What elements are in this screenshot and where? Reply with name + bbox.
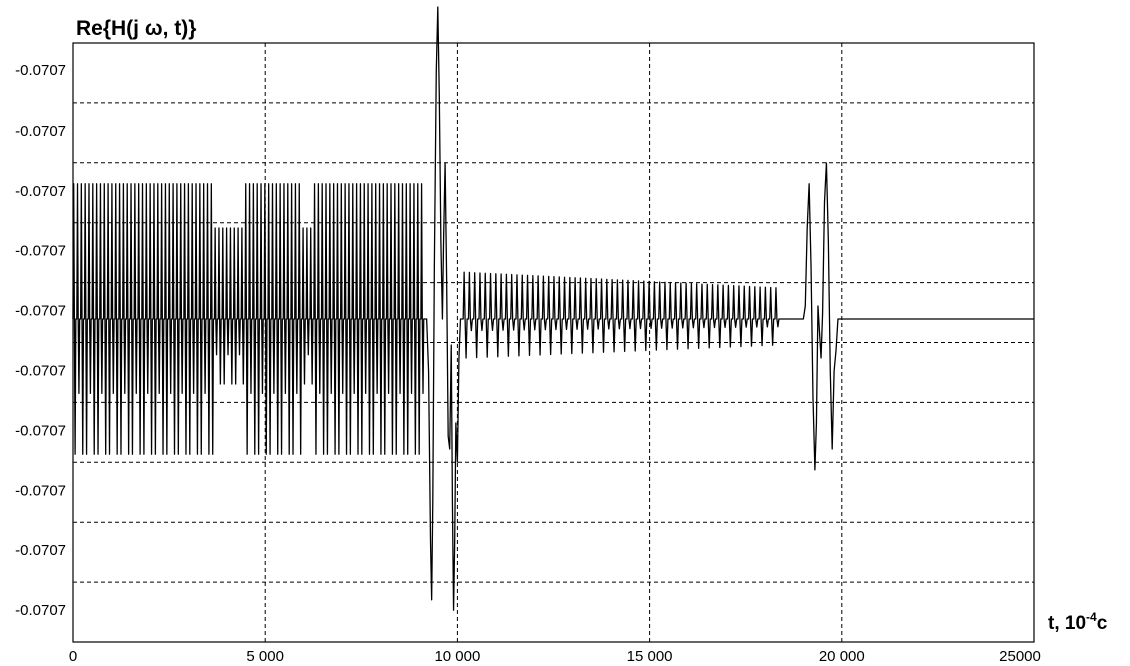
x-tick-label: 10 000 (434, 648, 480, 665)
y-tick-label: -0.0707 (15, 422, 66, 439)
y-tick-labels: -0.0707 -0.0707 -0.0707 -0.0707 -0.0707 -0.07… (15, 62, 66, 619)
x-tick-label: 20 000 (819, 648, 865, 665)
y-tick-label: -0.0707 (15, 62, 66, 79)
y-tick-label: -0.0707 (15, 602, 66, 619)
y-tick-label: -0.0707 (15, 542, 66, 559)
x-tick-label: 25000 (999, 648, 1041, 665)
x-tick-label: 15 000 (627, 648, 673, 665)
y-tick-label: -0.0707 (15, 303, 66, 320)
x-tick-labels: 0 5 000 10 000 15 000 20 000 25000 (69, 648, 1041, 665)
y-tick-label: -0.0707 (15, 482, 66, 499)
x-axis-label-main: t, 10 (1048, 613, 1086, 634)
x-tick-label: 5 000 (246, 648, 284, 665)
signal-line (72, 6, 1034, 611)
y-tick-label: -0.0707 (15, 243, 66, 260)
y-tick-label: -0.0707 (15, 363, 66, 380)
y-tick-label: -0.0707 (15, 123, 66, 140)
x-axis-label-exponent: -4 (1086, 610, 1097, 624)
grid (73, 43, 1034, 642)
x-axis-label-unit: c (1097, 613, 1108, 634)
y-tick-label: -0.0707 (15, 183, 66, 200)
plot-frame (72, 42, 1035, 643)
chart-title: Re{H(j ω, t)} (76, 17, 196, 40)
x-axis-label: t, 10-4c (1048, 610, 1108, 634)
x-tick-label: 0 (69, 648, 77, 665)
